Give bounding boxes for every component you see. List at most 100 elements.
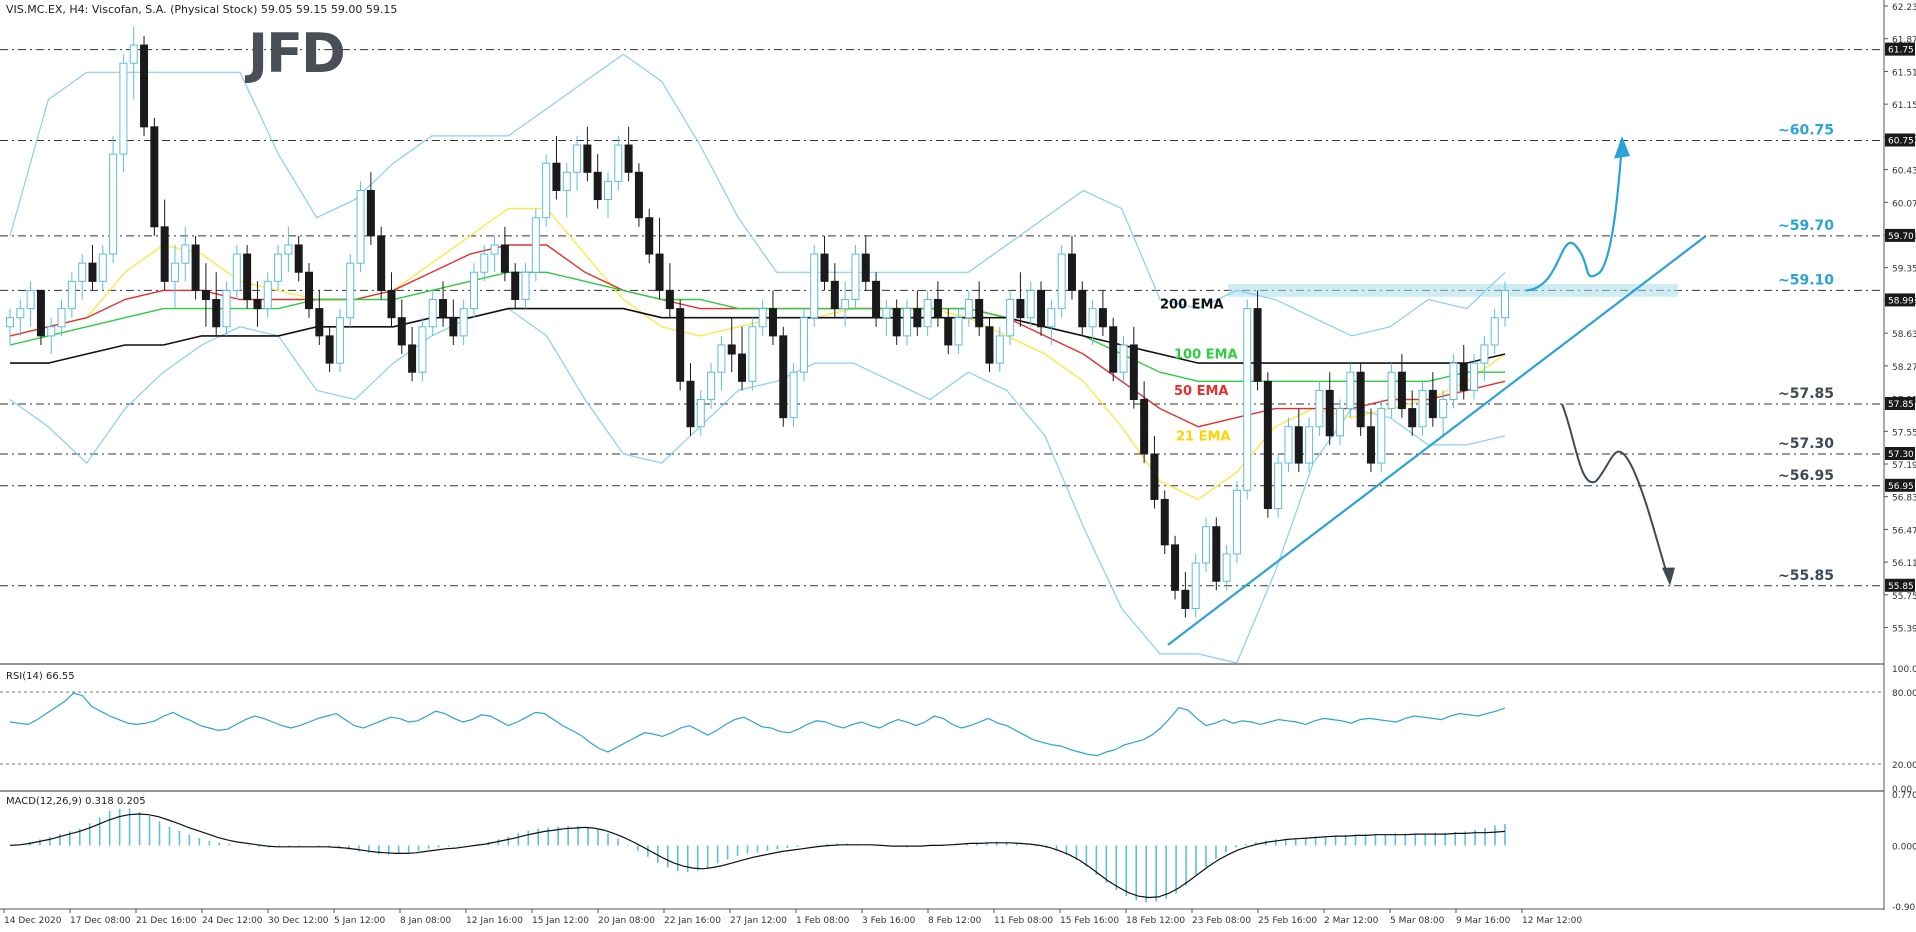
macd-title: MACD(12,26,9) 0.318 0.205: [6, 796, 146, 807]
price-label-text: 56.95: [1888, 482, 1914, 492]
candle-body: [542, 162, 551, 219]
candle-body: [201, 289, 210, 301]
candle-body: [1088, 308, 1097, 328]
price-tick-label: 56.11: [1892, 559, 1916, 569]
price-tick-label: 56.47: [1892, 526, 1916, 536]
macd-tick-label: -0.907: [1892, 903, 1916, 913]
candle-body: [490, 244, 499, 255]
candle-body: [1325, 389, 1334, 437]
candle-body: [1470, 362, 1479, 391]
candle-body: [140, 44, 149, 128]
candle-body: [634, 171, 643, 219]
candle-body: [975, 299, 984, 328]
price-label-box: [1885, 42, 1915, 56]
price-tick-label: 61.51: [1892, 68, 1916, 78]
candle-body: [1119, 344, 1128, 373]
candle-body: [583, 144, 592, 173]
candle-body: [1501, 289, 1509, 319]
price-label-box: [1885, 397, 1915, 411]
candle-body: [1366, 426, 1375, 464]
candle-body: [614, 144, 623, 182]
candle-body: [985, 326, 994, 364]
price-tick-label: 59.35: [1892, 265, 1916, 275]
candle-body: [160, 226, 169, 282]
time-tick-label: 23 Feb 08:00: [1192, 916, 1251, 926]
candle-body: [1078, 289, 1087, 328]
candle-body: [1439, 398, 1448, 419]
price-label-text: 58.99: [1888, 296, 1914, 306]
rsi-tick-label: 80.00: [1892, 689, 1916, 699]
jfd-logo: JFD: [244, 22, 344, 85]
bullish-arrowhead: [1614, 135, 1630, 159]
candle-body: [294, 244, 303, 273]
candle-body: [861, 253, 870, 282]
candle-body: [191, 244, 200, 291]
price-label-box: [1885, 228, 1915, 242]
candle-body: [758, 308, 767, 328]
macd-signal-line: [9, 813, 1506, 899]
candle-body: [1459, 362, 1468, 391]
ema-label: 50 EMA: [1174, 384, 1229, 399]
time-tick-label: 20 Jan 08:00: [598, 916, 655, 926]
macd-panel: 0.770 0.000 -0.907: [9, 791, 1916, 913]
candle-body: [1336, 408, 1345, 437]
candle-body: [1181, 589, 1190, 609]
candle-body: [1129, 344, 1138, 400]
candle-body: [872, 280, 881, 319]
candle-body: [129, 44, 138, 64]
candle-body: [933, 299, 942, 319]
level-lines: [0, 49, 1884, 587]
candle-body: [439, 299, 448, 319]
candle-body: [1480, 344, 1489, 364]
candle-body: [1067, 253, 1076, 291]
time-tick-label: 2 Mar 12:00: [1324, 916, 1379, 926]
candle-body: [16, 308, 25, 319]
candle-body: [779, 335, 788, 419]
candle-body: [1140, 398, 1149, 455]
bollinger-bands: [9, 53, 1506, 664]
rsi-tick-label: 0.00: [1892, 785, 1912, 795]
macd-tick-label: 0.000: [1892, 842, 1916, 852]
time-tick-label: 30 Dec 12:00: [268, 916, 329, 926]
candle-body: [1171, 544, 1180, 591]
candle-body: [768, 308, 777, 337]
candle-body: [696, 398, 705, 428]
price-label-box: [1885, 293, 1915, 307]
price-tick-label: 60.07: [1892, 199, 1916, 209]
candle-body: [449, 317, 458, 337]
candle-body: [181, 244, 190, 264]
price-tick-label: 57.55: [1892, 428, 1916, 438]
candle-body: [944, 317, 953, 346]
time-tick-label: 15 Feb 16:00: [1060, 916, 1119, 926]
candle-body: [562, 171, 571, 191]
candle-body: [346, 262, 355, 319]
candle-body: [1150, 453, 1159, 500]
candle-body: [624, 144, 633, 173]
candle-body: [1377, 408, 1386, 464]
candle-body: [882, 308, 891, 319]
candle-body: [1026, 289, 1035, 319]
ascending-trendline: [1167, 235, 1707, 646]
price-label-text: 55.85: [1888, 582, 1914, 592]
ema-label: 100 EMA: [1174, 348, 1238, 363]
candle-body: [686, 380, 695, 428]
candle-body: [552, 162, 561, 191]
candle-body: [789, 371, 798, 419]
time-tick-label: 12 Mar 12:00: [1522, 916, 1582, 926]
candle-body: [604, 180, 612, 201]
price-label-box: [1885, 446, 1915, 460]
level-label: ~60.75: [1778, 122, 1834, 138]
price-label-text: 60.75: [1888, 136, 1914, 146]
candle-body: [738, 353, 747, 382]
candle-body: [335, 317, 344, 364]
candle-body: [1449, 362, 1458, 400]
bollinger-lower: [9, 307, 1506, 664]
candle-body: [1202, 526, 1210, 564]
candle-body: [284, 244, 293, 255]
symbol-header: VIS.MC.EX, H4: Viscofan, S.A. (Physical …: [6, 3, 397, 16]
candle-body: [1418, 389, 1427, 428]
level-label: ~59.70: [1778, 218, 1834, 234]
candle-body: [1037, 289, 1046, 328]
time-tick-label: 11 Feb 08:00: [994, 916, 1053, 926]
price-tick-label: 62.23: [1892, 3, 1916, 13]
